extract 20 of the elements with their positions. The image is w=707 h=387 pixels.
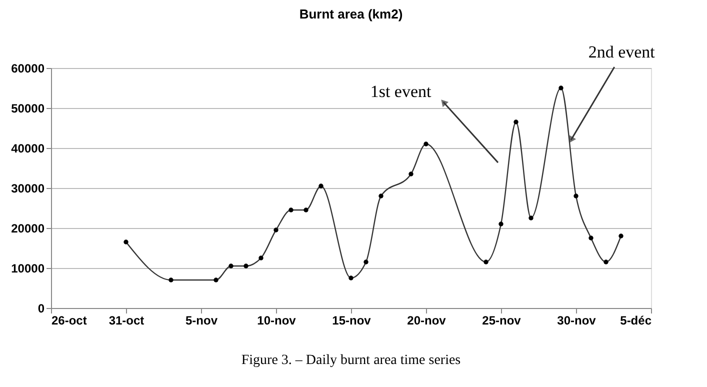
- x-tick-label: 25-nov: [482, 314, 522, 328]
- chart-title: Burnt area (km2): [299, 6, 403, 22]
- x-tick-label: 10-nov: [257, 314, 296, 328]
- x-tick-label: 30-nov: [557, 314, 596, 328]
- annotation: 2nd event: [588, 42, 656, 62]
- y-tick-label: 30000: [11, 182, 45, 196]
- y-tick-label: 20000: [11, 222, 45, 236]
- caption: Figure 3. – Daily burnt area time series: [241, 353, 461, 368]
- x-tick-label: 20-nov: [407, 314, 446, 328]
- x-tick-label: 31-oct: [108, 314, 144, 328]
- y-tick-label: 50000: [11, 102, 45, 116]
- x-tick-label: 5-déc: [620, 314, 652, 328]
- x-tick-label: 26-oct: [52, 314, 87, 328]
- x-tick-label: 15-nov: [332, 314, 372, 328]
- y-tick-label: 60000: [11, 62, 45, 76]
- y-tick-label: 0: [38, 302, 45, 316]
- x-tick-label: 5-nov: [185, 314, 218, 328]
- y-tick-label: 10000: [11, 262, 45, 276]
- y-tick-label: 40000: [11, 142, 45, 156]
- annotation: 1st event: [370, 82, 432, 101]
